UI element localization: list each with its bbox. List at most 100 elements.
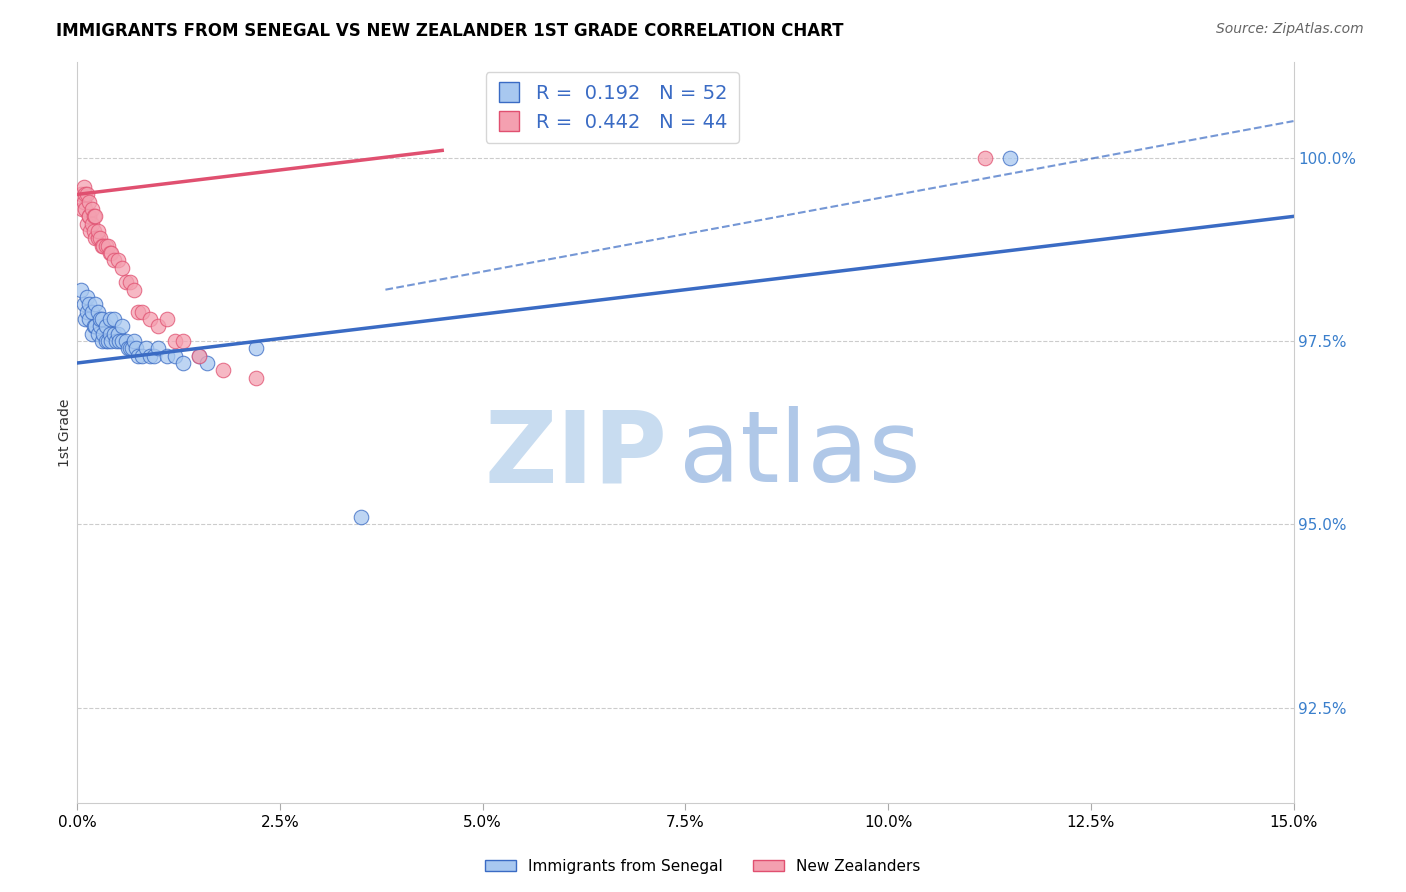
Point bbox=[91, 326, 114, 341]
Text: atlas: atlas bbox=[679, 407, 921, 503]
Point bbox=[80, 202, 103, 216]
Point bbox=[212, 363, 235, 377]
Point bbox=[127, 349, 149, 363]
Text: Source: ZipAtlas.com: Source: ZipAtlas.com bbox=[1216, 22, 1364, 37]
Point bbox=[84, 319, 107, 334]
Point bbox=[79, 194, 101, 209]
Point bbox=[107, 326, 129, 341]
Point bbox=[70, 187, 93, 202]
Point bbox=[172, 356, 194, 370]
Point bbox=[84, 210, 107, 224]
Point bbox=[84, 297, 107, 311]
Point bbox=[139, 349, 162, 363]
Point bbox=[100, 246, 122, 260]
Point bbox=[98, 312, 121, 326]
Point bbox=[98, 326, 121, 341]
Point bbox=[127, 304, 149, 318]
Point bbox=[76, 217, 98, 231]
Point bbox=[86, 326, 108, 341]
Point bbox=[94, 319, 117, 334]
Point bbox=[111, 319, 134, 334]
Point bbox=[83, 319, 105, 334]
Point bbox=[139, 312, 162, 326]
Point bbox=[974, 151, 997, 165]
Point bbox=[76, 290, 98, 304]
Point bbox=[122, 283, 145, 297]
Point bbox=[79, 312, 101, 326]
Point bbox=[79, 210, 101, 224]
Point bbox=[73, 297, 96, 311]
Point bbox=[105, 334, 128, 348]
Point bbox=[131, 349, 153, 363]
Point bbox=[83, 210, 105, 224]
Point bbox=[148, 341, 170, 355]
Point bbox=[108, 334, 131, 348]
Text: IMMIGRANTS FROM SENEGAL VS NEW ZEALANDER 1ST GRADE CORRELATION CHART: IMMIGRANTS FROM SENEGAL VS NEW ZEALANDER… bbox=[56, 22, 844, 40]
Point bbox=[122, 334, 145, 348]
Point bbox=[172, 334, 194, 348]
Point bbox=[131, 304, 153, 318]
Point bbox=[80, 304, 103, 318]
Point bbox=[79, 224, 101, 238]
Point bbox=[115, 334, 138, 348]
Point bbox=[97, 238, 120, 252]
Point bbox=[118, 341, 141, 355]
Point bbox=[73, 194, 96, 209]
Legend: Immigrants from Senegal, New Zealanders: Immigrants from Senegal, New Zealanders bbox=[479, 853, 927, 880]
Point bbox=[163, 334, 186, 348]
Point bbox=[155, 312, 177, 326]
Point bbox=[73, 180, 96, 194]
Point bbox=[70, 202, 93, 216]
Point bbox=[118, 276, 141, 290]
Point bbox=[94, 334, 117, 348]
Point bbox=[195, 356, 218, 370]
Point bbox=[103, 253, 125, 268]
Point bbox=[350, 510, 373, 524]
Point bbox=[90, 238, 112, 252]
Point bbox=[97, 334, 120, 348]
Point bbox=[121, 341, 143, 355]
Point bbox=[155, 349, 177, 363]
Point bbox=[111, 334, 134, 348]
Point bbox=[111, 260, 134, 275]
Point bbox=[998, 151, 1021, 165]
Point bbox=[135, 341, 157, 355]
Point bbox=[70, 283, 93, 297]
Point bbox=[125, 341, 148, 355]
Point bbox=[76, 187, 98, 202]
Point bbox=[79, 297, 101, 311]
Point bbox=[100, 334, 122, 348]
Point bbox=[148, 319, 170, 334]
Point bbox=[75, 187, 97, 202]
Point bbox=[90, 312, 112, 326]
Point bbox=[245, 341, 267, 355]
Point bbox=[89, 319, 111, 334]
Legend: R =  0.192   N = 52, R =  0.442   N = 44: R = 0.192 N = 52, R = 0.442 N = 44 bbox=[485, 72, 740, 144]
Point bbox=[77, 210, 100, 224]
Point bbox=[86, 304, 108, 318]
Point bbox=[245, 370, 267, 384]
Point bbox=[90, 334, 112, 348]
Point bbox=[98, 246, 121, 260]
Text: ZIP: ZIP bbox=[484, 407, 668, 503]
Point bbox=[94, 238, 117, 252]
Point bbox=[107, 253, 129, 268]
Point bbox=[163, 349, 186, 363]
Point bbox=[83, 224, 105, 238]
Point bbox=[75, 202, 97, 216]
Point bbox=[103, 312, 125, 326]
Point bbox=[76, 304, 98, 318]
Point bbox=[117, 341, 139, 355]
Point bbox=[89, 231, 111, 245]
Point bbox=[86, 224, 108, 238]
Point bbox=[103, 326, 125, 341]
Point bbox=[188, 349, 211, 363]
Point bbox=[84, 231, 107, 245]
Point bbox=[188, 349, 211, 363]
Point bbox=[115, 276, 138, 290]
Point bbox=[143, 349, 166, 363]
Point bbox=[86, 231, 108, 245]
Point bbox=[75, 312, 97, 326]
Y-axis label: 1st Grade: 1st Grade bbox=[58, 399, 72, 467]
Point bbox=[89, 312, 111, 326]
